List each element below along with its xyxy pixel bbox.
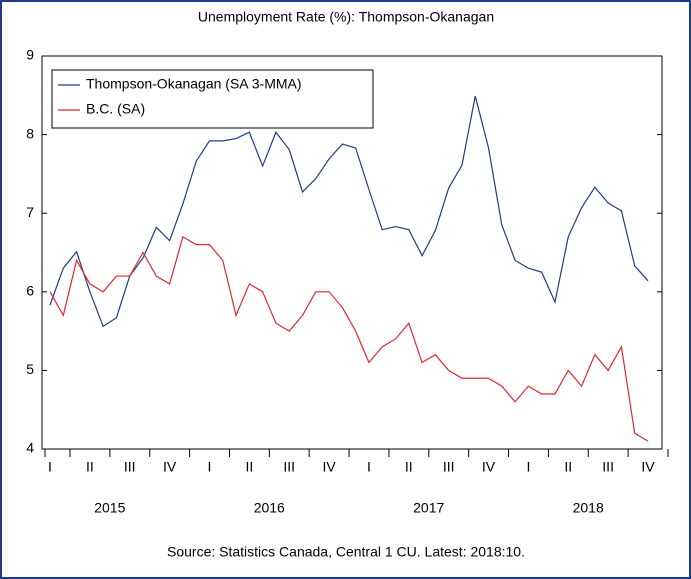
year-label: 2015 — [94, 500, 125, 516]
x-tick-label: III — [602, 459, 614, 475]
y-tick-label: 8 — [26, 125, 34, 141]
y-tick-label: 9 — [26, 47, 34, 63]
year-label: 2017 — [413, 500, 444, 516]
x-tick-label: III — [443, 459, 455, 475]
x-tick-label: IV — [482, 459, 496, 475]
x-tick-label: I — [526, 459, 530, 475]
legend-label: B.C. (SA) — [86, 101, 145, 117]
x-tick-label: I — [48, 459, 52, 475]
x-tick-label: II — [245, 459, 253, 475]
y-tick-label: 7 — [26, 204, 34, 220]
source: Source: Statistics Canada, Central 1 CU.… — [167, 544, 525, 560]
legend-label: Thompson-Okanagan (SA 3-MMA) — [86, 76, 302, 92]
plot-area — [41, 55, 663, 450]
legend-box — [51, 69, 374, 129]
year-label: 2016 — [254, 500, 285, 516]
x-tick-label: I — [208, 459, 212, 475]
x-tick-label: I — [367, 459, 371, 475]
series-line — [49, 235, 649, 442]
chart-title: Unemployment Rate (%): Thompson-Okanagan — [198, 9, 494, 25]
x-tick-label: II — [564, 459, 572, 475]
x-tick-label: II — [86, 459, 94, 475]
x-tick-label: III — [283, 459, 295, 475]
y-tick-label: 5 — [26, 361, 34, 377]
y-tick-label: 6 — [26, 283, 34, 299]
series-line — [49, 95, 649, 328]
x-tick-label: IV — [641, 459, 655, 475]
year-label: 2018 — [573, 500, 604, 516]
x-tick-label: IV — [163, 459, 177, 475]
x-tick-label: II — [405, 459, 413, 475]
x-tick-label: III — [124, 459, 136, 475]
x-tick-label: IV — [322, 459, 336, 475]
y-tick-label: 4 — [26, 440, 34, 456]
